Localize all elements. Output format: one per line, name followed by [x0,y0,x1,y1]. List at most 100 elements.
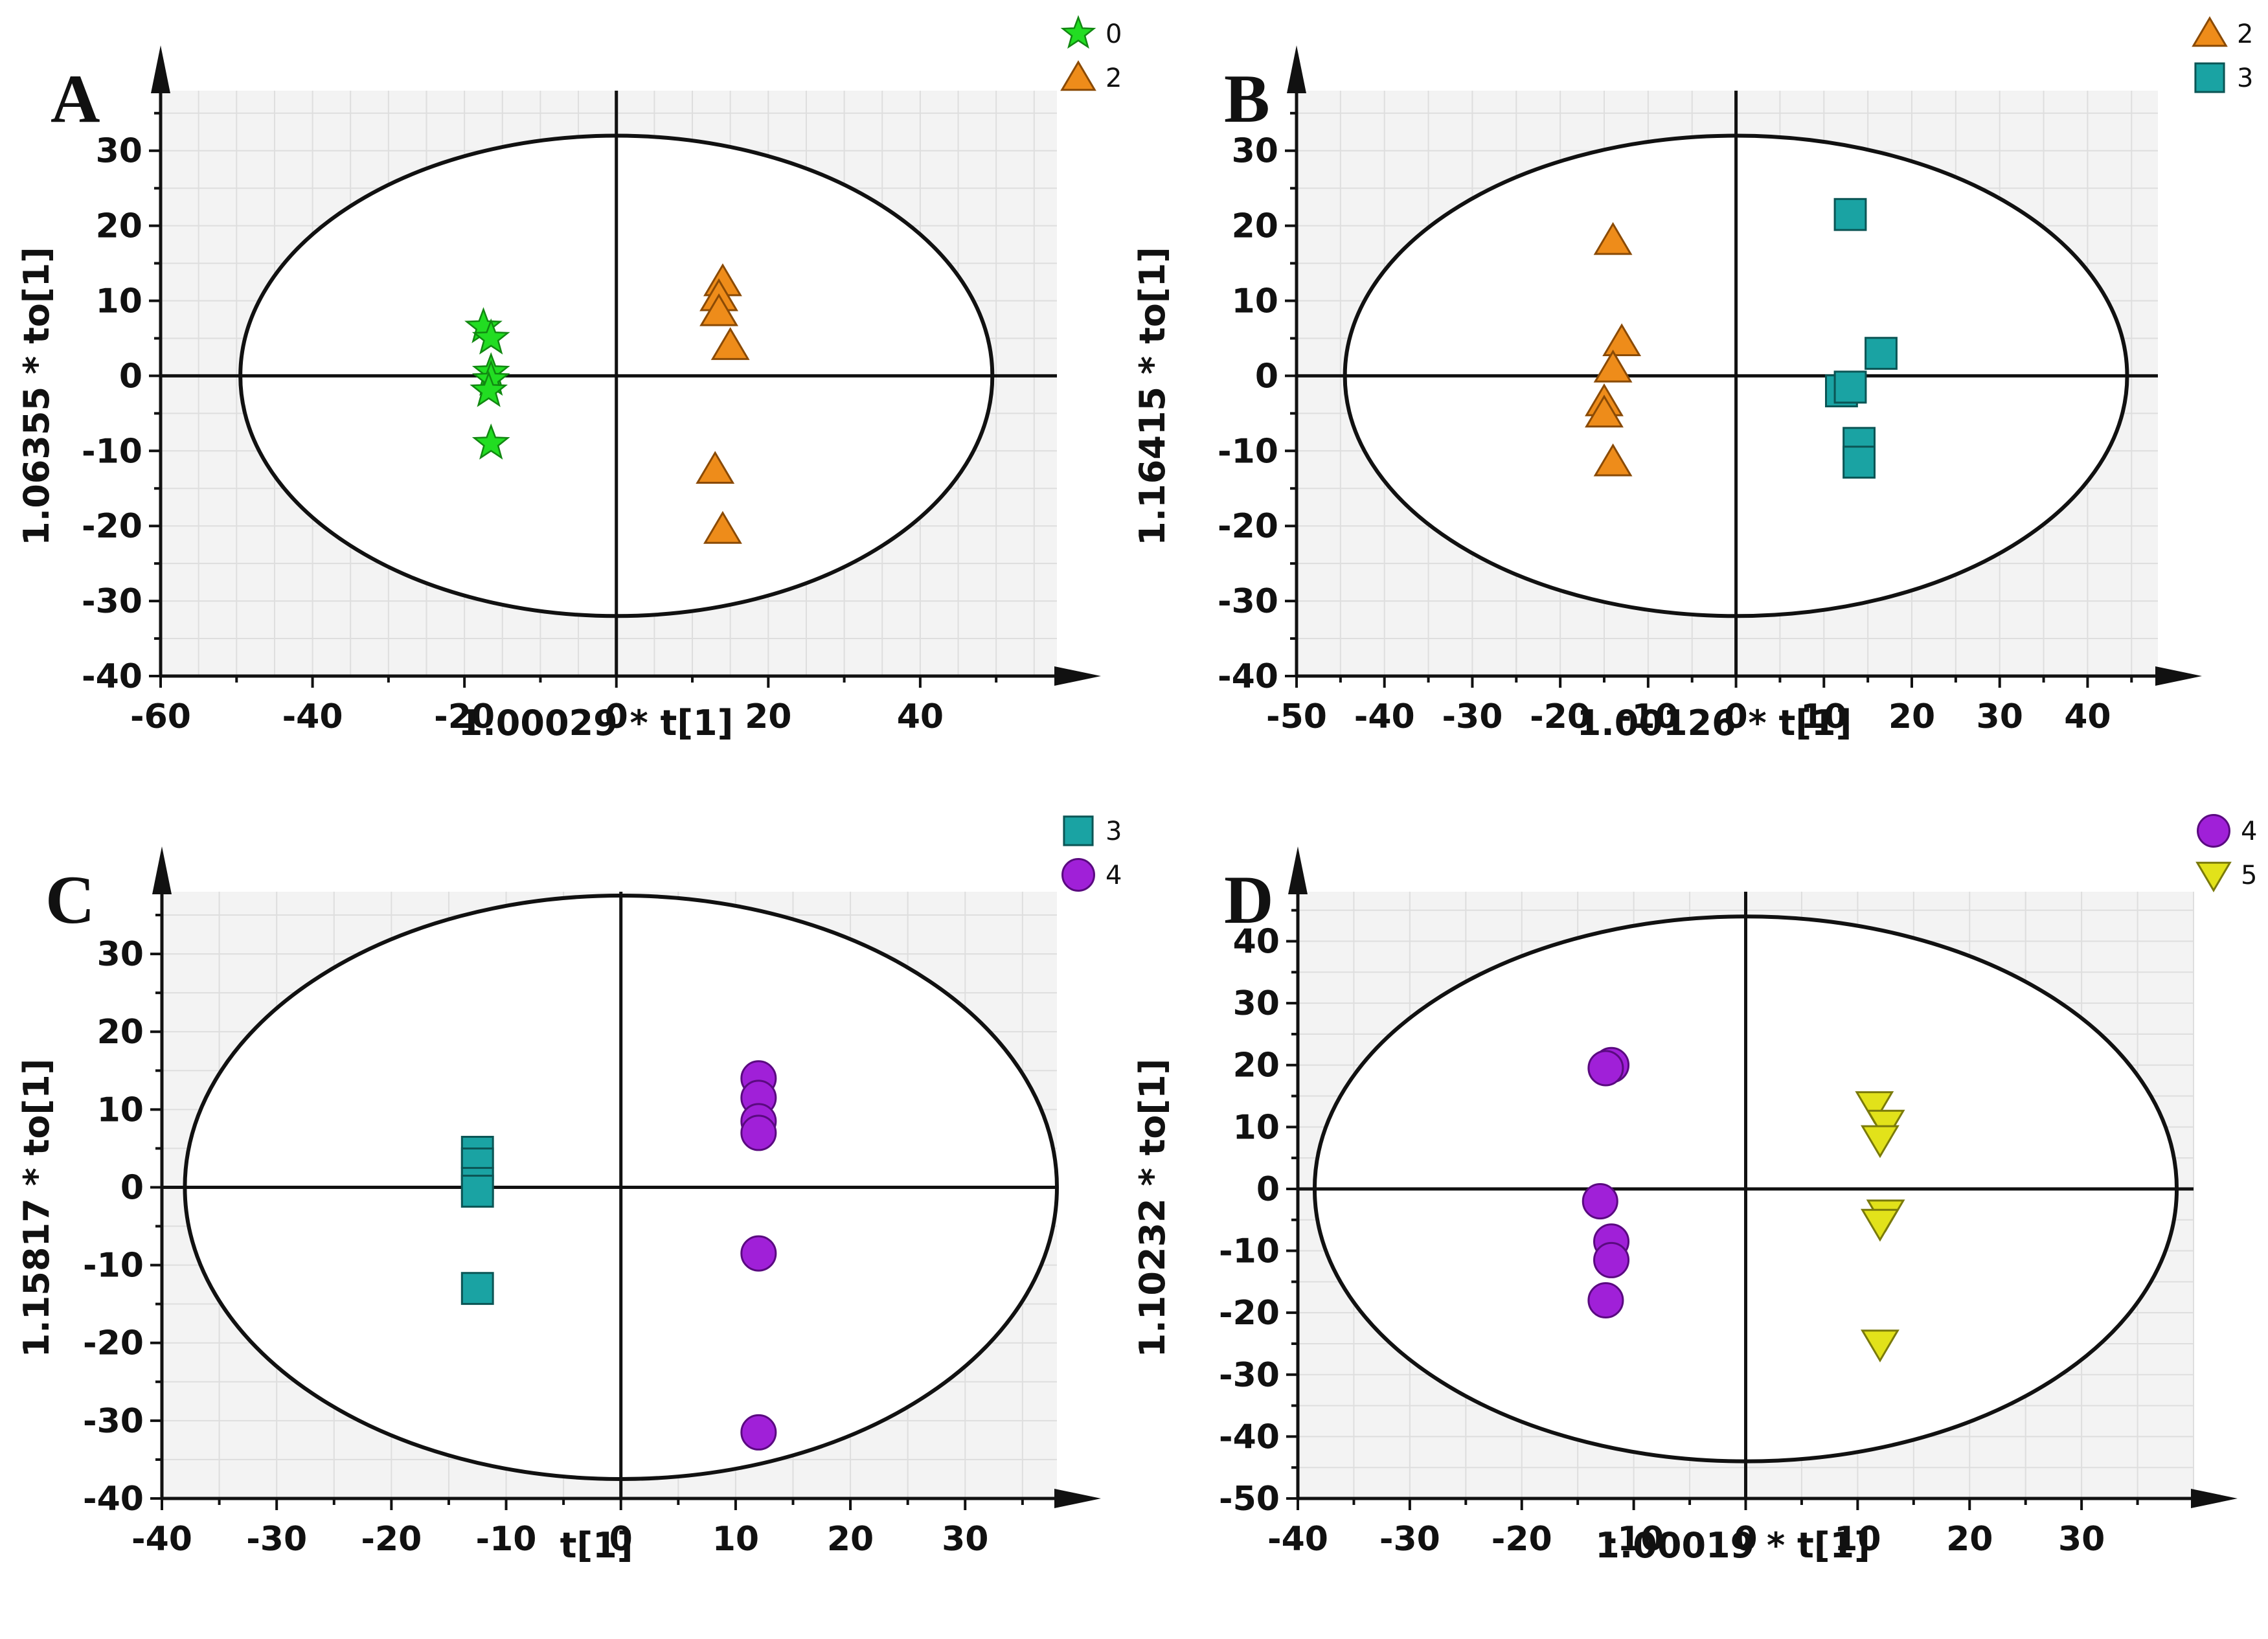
x-tick-label: -60 [130,697,191,736]
x-tick-label: 0 [609,1520,633,1559]
data-point-circle [740,1114,777,1151]
x-axis-arrow [1054,1489,1101,1508]
y-axis-title: 1.06355 * to[1] [16,247,57,546]
x-tick-label: -20 [361,1520,422,1559]
y-tick-label: -20 [1219,1294,1280,1333]
legend: 45 [2195,814,2257,892]
y-axis-arrow [1288,846,1308,894]
y-tick-label: 30 [1232,132,1278,171]
x-axis-title: 1.00019 * t[1] [1595,1525,1870,1566]
x-tick-label: 20 [745,697,791,736]
series-3 [460,1136,494,1306]
y-axis-title: 1.10232 * to[1] [1132,1059,1173,1358]
data-point-square [1833,198,1867,231]
legend-marker-circle [2197,814,2230,848]
x-tick-label: -10 [1618,697,1679,736]
y-tick-label: 30 [1233,984,1280,1023]
x-axis-arrow [1054,666,1101,686]
legend: 23 [2192,16,2253,93]
data-point-triangle-down [1861,1329,1899,1362]
data-point-circle [1593,1241,1630,1278]
x-tick-label: 30 [2058,1520,2105,1559]
data-point-circle [740,1235,777,1272]
x-tick-label: 40 [897,697,944,736]
x-tick-label: 20 [827,1520,874,1559]
y-tick-label: -40 [1219,1418,1280,1456]
y-tick-label: 20 [1232,207,1278,246]
data-point-square [1865,337,1898,370]
y-axis-arrow [151,45,170,93]
y-tick-label: 10 [97,1091,144,1129]
series-0 [464,307,510,460]
series-2 [1585,221,1642,477]
y-tick-label: 0 [1255,357,1278,396]
legend-label: 2 [2237,19,2253,49]
legend-marker-triangle-down [2195,861,2232,892]
data-point-star [471,423,510,460]
data-point-triangle [696,451,735,484]
x-tick-label: -40 [131,1520,192,1559]
y-axis-title: 1.15817 * to[1] [16,1059,57,1358]
y-tick-label: 10 [1232,282,1278,321]
x-axis-title: 1.00029 * t[1] [459,703,734,743]
x-tick-label: -40 [1354,697,1415,736]
y-tick-label: 40 [1233,922,1280,961]
x-tick-label: -10 [1604,1520,1664,1559]
data-point-triangle [1602,323,1642,357]
y-tick-label: -40 [82,657,142,696]
data-point-square [460,1175,494,1208]
data-point-triangle [710,327,750,360]
x-tick-label: -40 [1267,1520,1328,1559]
panel-letter: C [45,862,95,938]
data-point-triangle-down [1855,1091,1894,1124]
panel-c: -40 -30 -20 -10 0 10 20 30 -40 -30 -20 -10 0 10 20 30 t[… [16,815,1122,1566]
y-tick-label: -30 [82,582,142,621]
data-point-triangle [1593,443,1633,477]
legend-label: 4 [1106,861,1122,890]
series-4 [1582,1046,1630,1319]
x-axis-arrow [2155,666,2202,686]
x-tick-label: -30 [1379,1520,1440,1559]
data-point-triangle [703,511,742,544]
legend-label: 3 [2237,63,2253,93]
x-axis-arrow [2191,1489,2238,1508]
y-tick-label: -20 [82,507,142,546]
data-point-triangle-down [1861,1125,1899,1159]
legend-label: 4 [2241,817,2257,846]
legend-label: 5 [2241,861,2257,890]
x-tick-label: -20 [434,697,495,736]
y-tick-label: 20 [1233,1046,1280,1085]
legend: 34 [1061,815,1122,892]
x-tick-label: -30 [246,1520,307,1559]
y-tick-label: 10 [1233,1108,1280,1147]
y-tick-label: -10 [83,1247,144,1285]
x-axis-title: t[1] [560,1525,633,1566]
series-2 [696,263,750,544]
panel-letter: B [1224,61,1270,137]
y-tick-label: 0 [120,1168,144,1207]
y-axis-title: 1.16415 * to[1] [1132,247,1173,546]
x-tick-label: 0 [1734,1520,1757,1559]
panel-letter: A [51,61,100,137]
legend-label: 3 [1106,817,1122,846]
y-tick-label: -30 [83,1402,144,1441]
y-tick-label: -20 [1218,507,1278,546]
y-tick-label: -10 [82,432,142,471]
y-tick-label: 30 [97,935,144,974]
x-tick-label: -40 [282,697,343,736]
data-point-circle [1582,1183,1618,1220]
x-tick-label: 20 [1946,1520,1993,1559]
y-tick-label: -30 [1219,1356,1280,1395]
y-tick-label: -10 [1219,1232,1280,1271]
y-axis-arrow [152,846,172,894]
y-tick-label: 20 [97,1013,144,1052]
legend-marker-triangle [2192,16,2228,47]
data-point-star [470,370,508,407]
x-tick-label: -30 [1442,697,1503,736]
y-tick-label: -40 [83,1480,144,1519]
data-point-star [471,318,510,355]
y-tick-label: -40 [1218,657,1278,696]
x-tick-label: 10 [712,1520,759,1559]
y-tick-label: -50 [1219,1480,1280,1519]
